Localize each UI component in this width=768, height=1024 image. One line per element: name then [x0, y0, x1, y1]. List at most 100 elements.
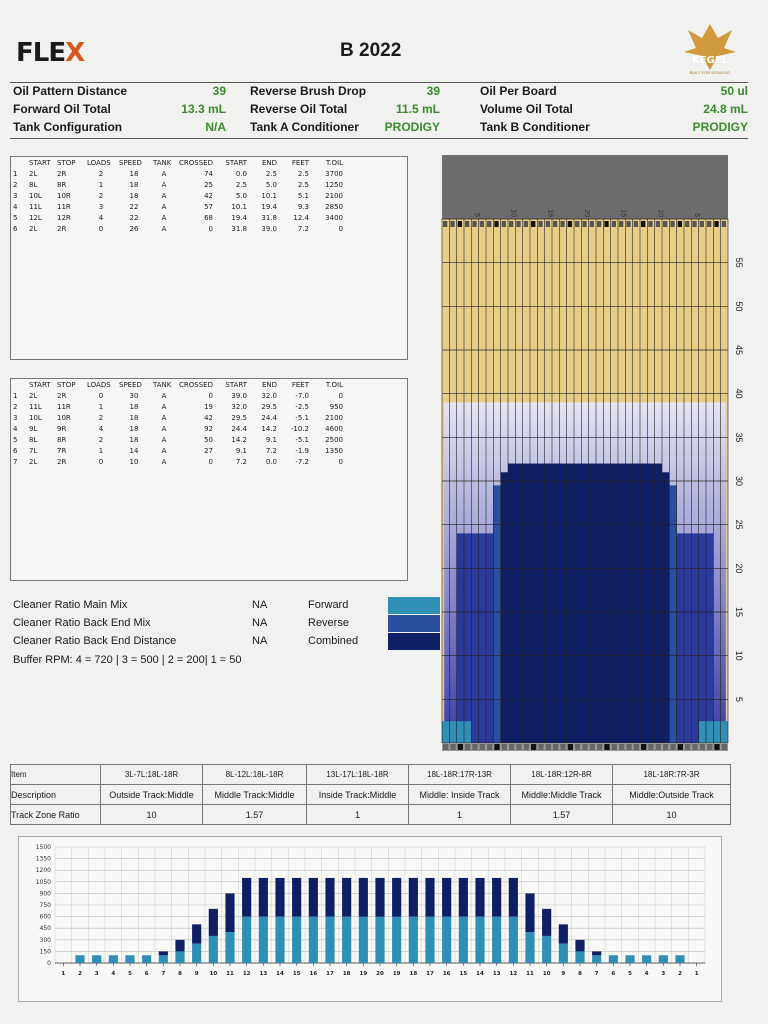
step-cell: 3	[13, 413, 18, 422]
foul-tick	[516, 744, 522, 750]
step-cell: 10R	[57, 413, 71, 422]
step-cell: 1350	[325, 446, 343, 455]
bar-forward	[258, 916, 268, 963]
track-cell: 1	[408, 804, 511, 825]
foot-label: 40	[734, 389, 744, 399]
step-cell: 18	[129, 435, 139, 444]
step-cell: 10L	[29, 413, 42, 422]
step-cell: 10L	[29, 191, 42, 200]
y-tick-label: 0	[47, 960, 51, 967]
kegel-logo-icon: KEGEL	[684, 24, 736, 70]
track-cell: 1	[306, 804, 409, 825]
step-header: T.OIL	[325, 158, 343, 167]
arrow-tick	[450, 221, 455, 227]
bar-reverse	[225, 893, 235, 933]
step-row: 7 2L 2R 0 10 A 0 7.2 0.0 -7.2 0	[11, 456, 345, 467]
track-row-label: Description	[10, 784, 101, 805]
step-cell: 5	[13, 435, 18, 444]
foul-tick	[655, 744, 661, 750]
y-tick-label: 750	[40, 902, 52, 909]
x-tick-label: 15	[293, 971, 301, 977]
bar-forward	[642, 955, 652, 963]
step-cell: 7R	[57, 446, 67, 455]
reverse-steps-panel: START STOP LOADS SPEED TANK CROSSED START END FE…	[10, 378, 408, 581]
step-header: SPEED	[119, 158, 142, 167]
step-cell: 3	[13, 191, 18, 200]
kegel-tagline: BUILT FOR BOWLING	[689, 70, 731, 75]
step-cell: 2	[98, 169, 104, 178]
step-cell: 2R	[57, 169, 67, 178]
step-cell: 14.2	[231, 435, 247, 444]
x-tick-label: 7	[595, 971, 599, 977]
step-cell: 24.4	[231, 424, 247, 433]
track-row: Item 3L-7L:18L-18R 8L-12L:18L-18R 13L-17L:1…	[10, 764, 731, 785]
foot-label: 35	[734, 432, 744, 442]
arrow-tick	[545, 221, 550, 227]
step-cell: 18	[129, 191, 139, 200]
step-cell: 950	[329, 402, 343, 411]
bar-reverse	[458, 877, 468, 917]
x-tick-label: 6	[145, 971, 149, 977]
arrow-tick	[685, 221, 690, 227]
step-cell: 92	[204, 424, 213, 433]
arrow-tick	[604, 221, 609, 227]
step-header: STOP	[57, 158, 76, 167]
pattern-title: B 2022	[340, 40, 402, 61]
track-cell: 10	[100, 804, 203, 825]
foot-label: 50	[734, 301, 744, 311]
bar-forward	[525, 932, 535, 963]
cleaner-value: NA	[252, 599, 268, 611]
foot-label: 5	[734, 697, 744, 702]
step-header: START	[29, 380, 51, 389]
step-cell: 9.1	[265, 435, 277, 444]
arrow-label: 15	[546, 209, 553, 217]
bar-reverse	[158, 951, 168, 956]
arrow-tick	[699, 221, 704, 227]
arrow-tick	[663, 221, 668, 227]
step-header: FEET	[291, 158, 309, 167]
x-tick-label: 2	[678, 971, 682, 977]
step-cell: 7.2	[265, 446, 277, 455]
foul-tick	[677, 744, 683, 750]
arrow-tick	[523, 221, 528, 227]
step-row: 3 10L 10R 2 18 A 42 5.0 10.1 5.1 2100	[11, 190, 345, 201]
step-cell: 6	[13, 224, 18, 233]
bar-forward	[658, 955, 668, 963]
x-tick-label: 1	[61, 971, 65, 977]
step-cell: 1	[13, 391, 18, 400]
info-label: Forward Oil Total	[13, 102, 111, 116]
arrow-tick	[494, 221, 499, 227]
x-tick-label: 18	[343, 971, 351, 977]
arrow-label: 20	[583, 209, 590, 217]
step-cell: 14	[129, 446, 139, 455]
step-cell: -2.5	[295, 402, 309, 411]
x-tick-label: 17	[326, 971, 334, 977]
track-cell: 18L-18R:17R-13R	[408, 764, 511, 785]
step-cell: 0	[208, 391, 213, 400]
cleaner-value: NA	[252, 617, 268, 629]
step-row: 3 10L 10R 2 18 A 42 29.5 24.4 -5.1 2100	[11, 412, 345, 423]
x-tick-label: 1	[695, 971, 699, 977]
x-tick-label: 20	[376, 971, 384, 977]
step-cell: 1	[13, 169, 18, 178]
step-cell: 31.8	[261, 213, 277, 222]
step-cell: 12.4	[293, 213, 309, 222]
foul-tick	[597, 744, 603, 750]
info-value: 39	[426, 84, 440, 98]
y-tick-label: 1350	[36, 856, 51, 863]
step-header: STOP	[57, 380, 76, 389]
bar-reverse	[475, 877, 485, 917]
x-tick-label: 10	[210, 971, 218, 977]
track-row: Track Zone Ratio 10 1.57 1 1 1.57 10	[10, 804, 731, 825]
step-header: T.OIL	[325, 380, 343, 389]
cleaner-label: Cleaner Ratio Main Mix	[13, 599, 128, 611]
arrow-tick	[611, 221, 616, 227]
arrow-tick	[560, 221, 565, 227]
x-tick-label: 5	[628, 971, 632, 977]
arrow-label: 15	[620, 209, 627, 217]
arrow-tick	[626, 221, 631, 227]
track-cell: Middle:Outside Track	[612, 784, 731, 805]
bar-reverse	[442, 877, 452, 917]
step-cell: 29.5	[261, 402, 277, 411]
step-cell: 8R	[57, 180, 67, 189]
